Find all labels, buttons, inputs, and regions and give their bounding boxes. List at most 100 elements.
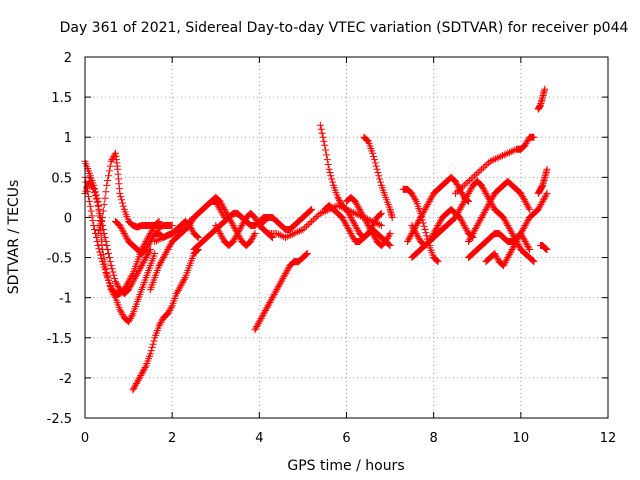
data-point	[404, 238, 412, 246]
data-point	[292, 229, 300, 237]
data-point	[501, 258, 509, 266]
data-point	[214, 226, 222, 234]
data-point	[483, 204, 491, 212]
data-point	[344, 209, 352, 217]
data-point	[419, 209, 427, 217]
data-point	[492, 251, 500, 259]
data-point	[168, 229, 176, 237]
data-point	[335, 195, 343, 203]
data-point	[364, 221, 372, 229]
data-point	[308, 205, 316, 213]
data-point	[232, 233, 240, 241]
data-point	[492, 155, 500, 163]
data-point	[159, 255, 167, 263]
data-point	[84, 193, 92, 201]
data-point	[163, 232, 171, 240]
data-point	[539, 196, 547, 204]
data-point	[316, 209, 324, 217]
data-point	[220, 204, 228, 212]
data-point	[474, 220, 482, 228]
data-point	[478, 165, 486, 173]
data-point	[102, 188, 110, 196]
data-point	[542, 191, 550, 199]
data-point	[489, 193, 497, 201]
data-point	[458, 190, 466, 198]
data-point	[506, 225, 514, 233]
chart-title: Day 361 of 2021, Sidereal Day-to-day VTE…	[60, 20, 629, 36]
data-point	[356, 207, 364, 215]
data-point	[138, 262, 146, 270]
data-point	[106, 258, 114, 266]
data-point	[454, 209, 462, 217]
data-point	[318, 129, 326, 137]
data-point	[90, 221, 98, 229]
data-point	[486, 197, 494, 205]
data-point	[417, 212, 425, 220]
data-point	[260, 310, 268, 318]
data-point	[525, 204, 533, 212]
data-point	[451, 213, 459, 221]
data-point	[526, 205, 534, 213]
data-point	[219, 234, 227, 242]
data-point	[481, 207, 489, 215]
data-point	[278, 232, 286, 240]
data-point	[102, 238, 110, 246]
data-point	[163, 247, 171, 255]
data-point	[346, 228, 354, 236]
series-track-p	[343, 193, 394, 250]
data-point	[511, 241, 519, 249]
data-point	[98, 217, 106, 225]
data-point	[265, 300, 273, 308]
data-point	[276, 231, 284, 239]
data-point	[231, 234, 239, 242]
data-point	[510, 242, 518, 250]
data-point	[424, 201, 432, 209]
data-point	[543, 246, 551, 254]
data-point	[148, 343, 156, 351]
data-point	[461, 196, 469, 204]
data-point	[118, 226, 126, 234]
data-point	[385, 231, 393, 239]
data-point	[415, 217, 423, 225]
data-point	[135, 375, 143, 383]
data-point	[500, 260, 508, 268]
data-point	[412, 229, 420, 237]
data-point	[168, 221, 176, 229]
data-point	[94, 229, 102, 237]
data-point	[369, 229, 377, 237]
data-point	[139, 368, 147, 376]
series-track-aa	[534, 85, 549, 113]
data-point	[118, 311, 126, 319]
data-point	[127, 281, 135, 289]
data-point	[158, 234, 166, 242]
data-point	[419, 219, 427, 227]
data-point	[367, 226, 375, 234]
data-point	[345, 226, 353, 234]
data-point	[160, 252, 168, 260]
data-point	[110, 271, 118, 279]
data-point	[140, 257, 148, 265]
data-point	[132, 380, 140, 388]
data-point	[465, 188, 473, 196]
data-point	[117, 307, 125, 315]
data-point	[184, 219, 192, 227]
data-point	[177, 282, 185, 290]
data-point	[95, 245, 103, 253]
data-point	[476, 217, 484, 225]
data-point	[456, 205, 464, 213]
data-point	[155, 322, 163, 330]
data-point	[490, 156, 498, 164]
data-point	[126, 315, 134, 323]
data-point	[220, 205, 228, 213]
data-point	[167, 303, 175, 311]
series-track-l	[255, 205, 316, 233]
data-point	[155, 262, 163, 270]
data-point	[152, 237, 160, 245]
data-point	[479, 164, 487, 172]
data-point	[355, 204, 363, 212]
data-point	[409, 191, 417, 199]
data-point	[267, 297, 275, 305]
data-point	[410, 194, 418, 202]
data-point	[523, 241, 531, 249]
data-point	[284, 265, 292, 273]
